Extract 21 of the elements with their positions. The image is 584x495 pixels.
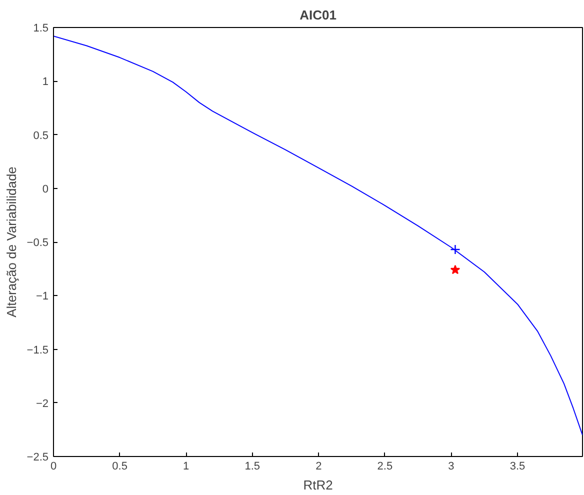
x-tick-label: 1 xyxy=(183,460,190,472)
y-tick-label: 0 xyxy=(42,183,49,196)
x-tick-label: 3 xyxy=(448,460,454,472)
x-tick-label: 2 xyxy=(316,460,322,472)
y-tick-label: −1.5 xyxy=(26,344,49,356)
x-tick-label: 0 xyxy=(50,460,57,472)
y-tick-label: −1 xyxy=(36,290,49,303)
y-tick-label: 1 xyxy=(42,76,49,88)
y-axis-title: Alteração de Variabilidade xyxy=(4,166,19,318)
x-tick-label: 0.5 xyxy=(112,460,128,472)
x-tick-label: 3.5 xyxy=(510,460,526,472)
y-tick-label: 0.5 xyxy=(33,130,49,142)
chart-title: AIC01 xyxy=(300,8,336,22)
line-series xyxy=(54,36,582,436)
x-tick-label: 2.5 xyxy=(377,460,393,472)
x-tick-label: 1.5 xyxy=(244,460,260,472)
y-tick-label: 1.5 xyxy=(33,22,49,34)
y-tick-label: −2 xyxy=(36,398,49,410)
y-tick-label: −2.5 xyxy=(26,452,49,464)
y-tick-label: −0.5 xyxy=(26,237,49,249)
x-axis-title: RtR2 xyxy=(303,478,333,492)
